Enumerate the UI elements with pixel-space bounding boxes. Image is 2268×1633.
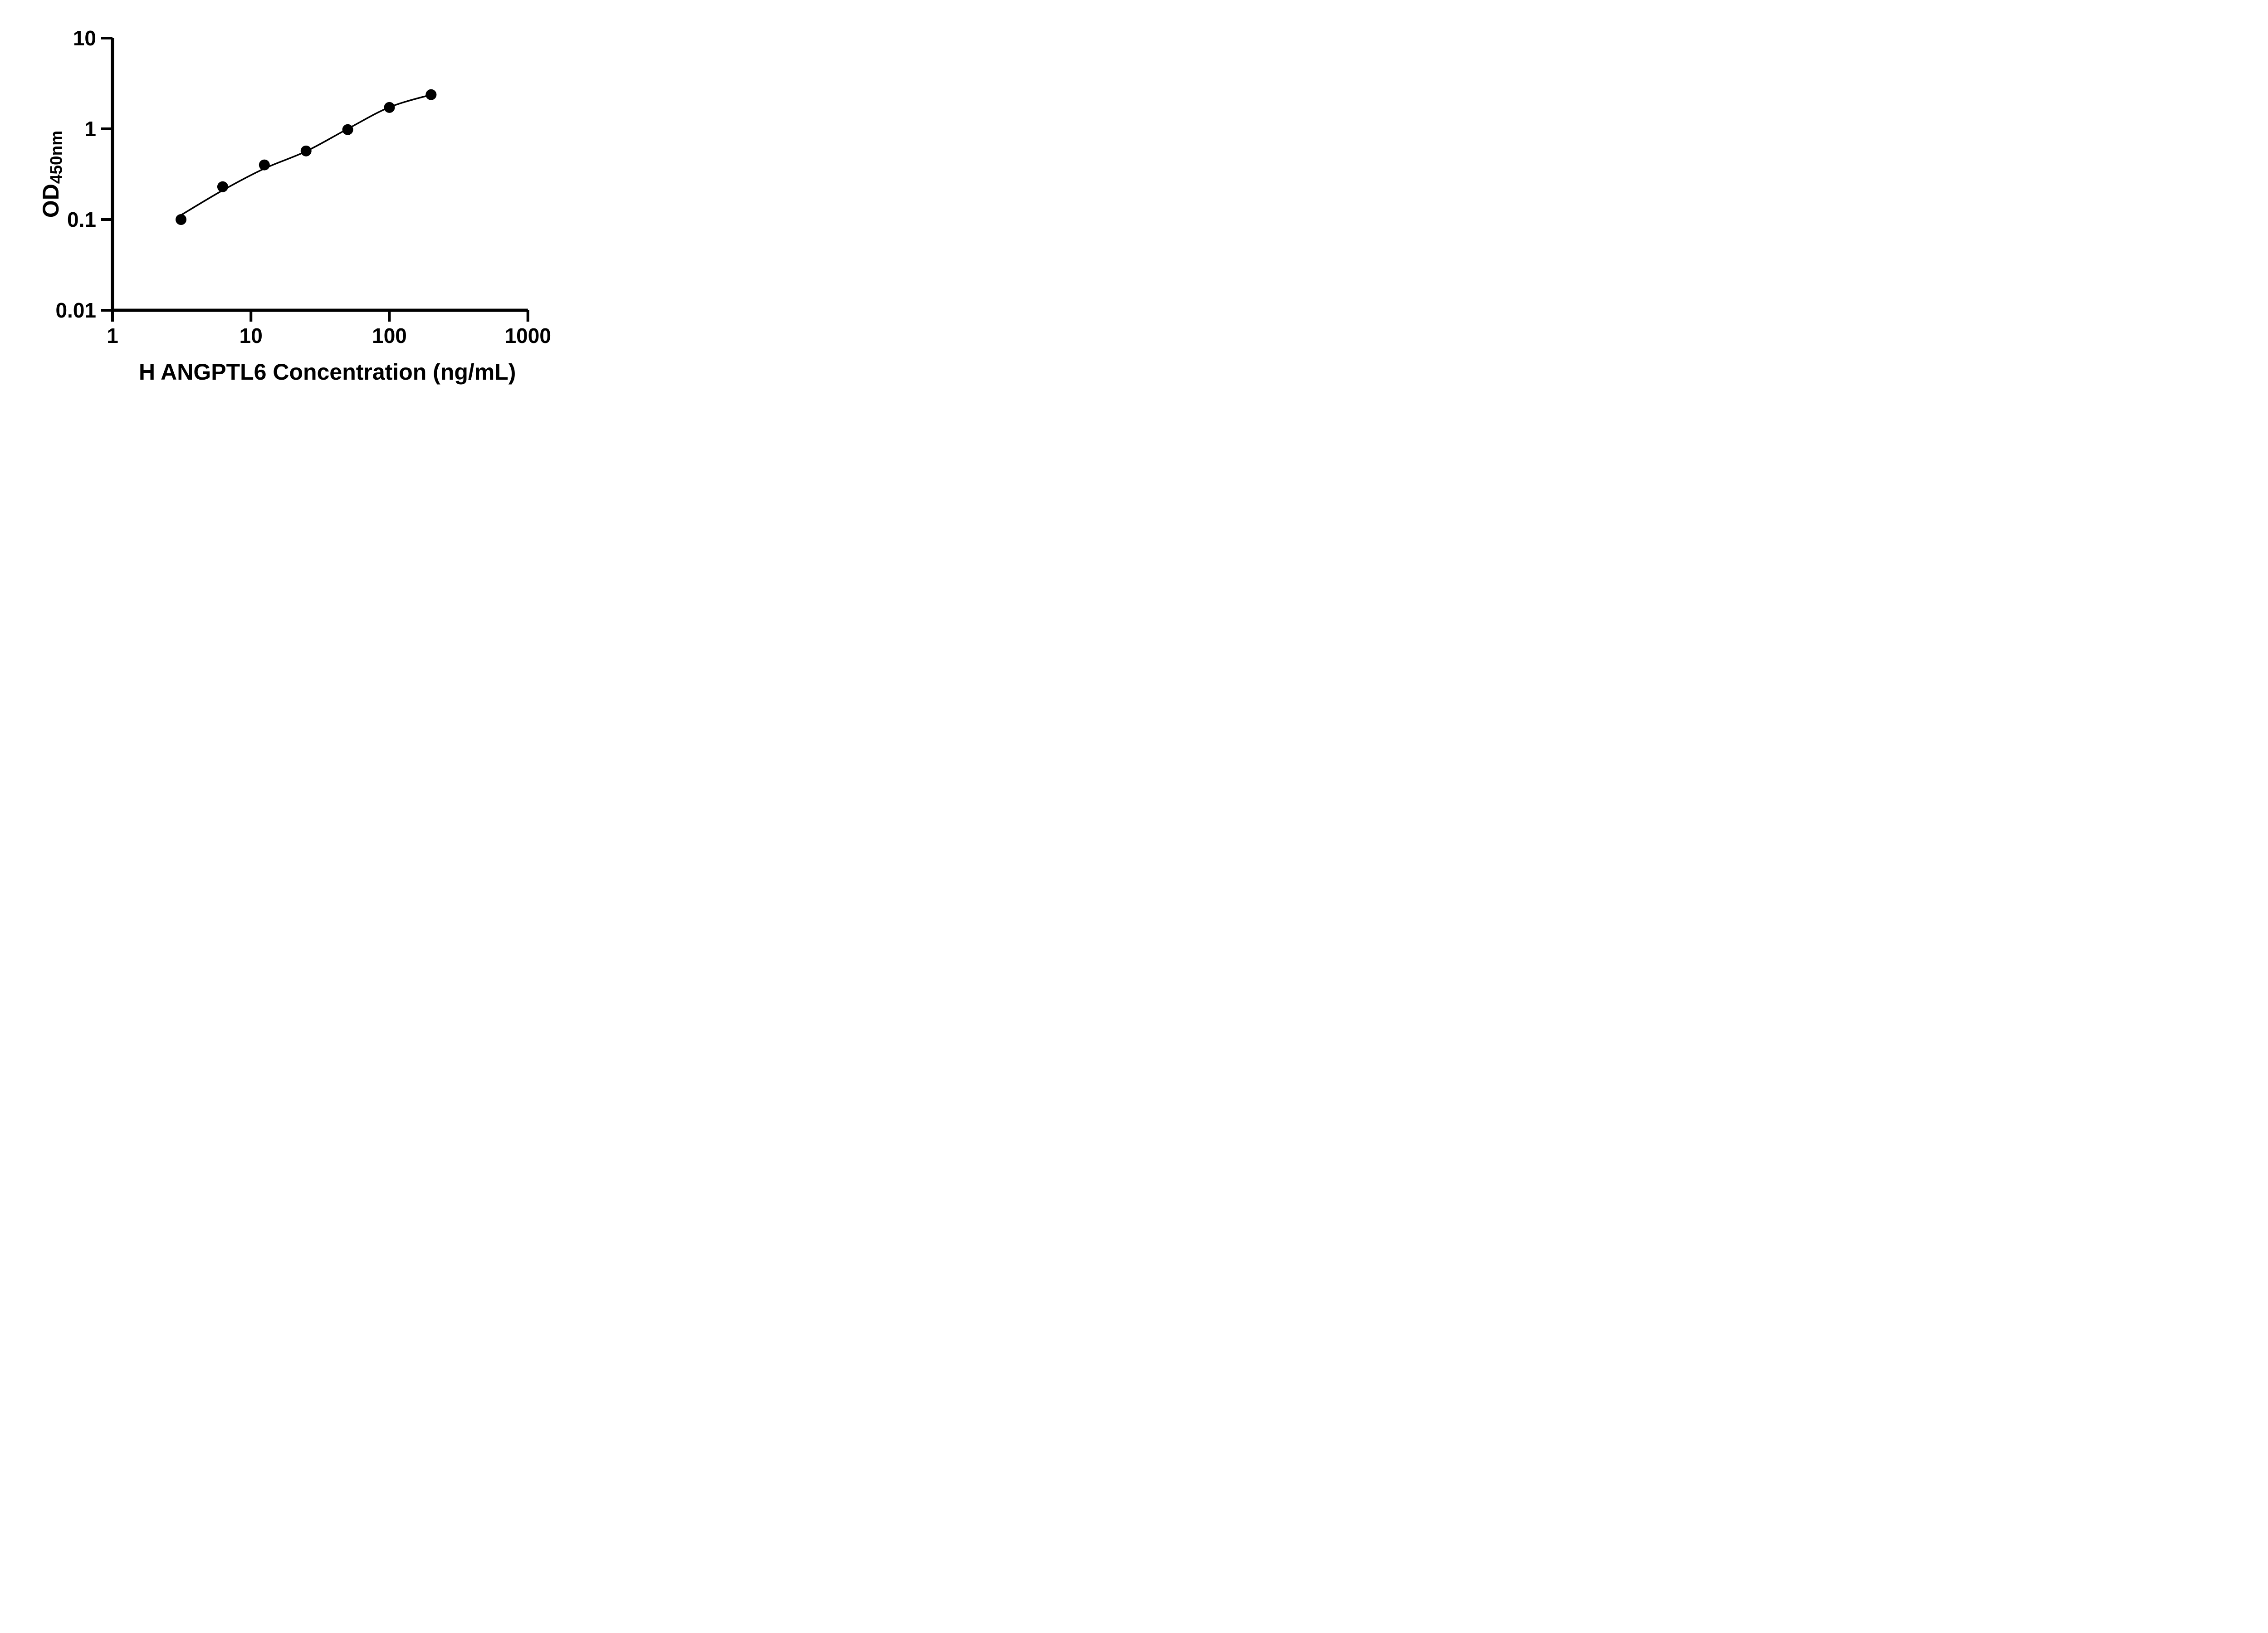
elisa-standard-curve-figure: 1 10 100 1000 10 1 0.1 0.01 H ANGPTL6 Concentra… bbox=[0, 0, 583, 408]
y-axis-title-main: OD bbox=[38, 184, 64, 218]
y-tick-label-1: 1 bbox=[84, 117, 96, 141]
x-tick-label-100: 100 bbox=[372, 324, 407, 347]
x-tick-label-1: 1 bbox=[107, 324, 118, 347]
data-point-100 bbox=[384, 102, 395, 113]
y-tick-label-0.1: 0.1 bbox=[67, 208, 96, 231]
x-tick-label-1000: 1000 bbox=[505, 324, 551, 347]
y-tick-label-0.01: 0.01 bbox=[55, 298, 96, 322]
plot-svg: 1 10 100 1000 10 1 0.1 0.01 bbox=[55, 26, 551, 347]
data-point-3.125 bbox=[176, 214, 187, 225]
data-point-6.25 bbox=[217, 181, 228, 192]
y-axis-title: OD450nm bbox=[36, 79, 65, 269]
data-point-12.5 bbox=[259, 159, 270, 171]
y-tick-label-10: 10 bbox=[73, 26, 96, 50]
x-axis-title: H ANGPTL6 Concentration (ng/mL) bbox=[139, 359, 516, 385]
data-point-50 bbox=[342, 124, 353, 135]
x-tick-label-10: 10 bbox=[240, 324, 263, 347]
data-point-200 bbox=[425, 89, 437, 100]
data-point-25 bbox=[300, 145, 312, 156]
y-axis-title-subscript: 450nm bbox=[47, 130, 66, 184]
